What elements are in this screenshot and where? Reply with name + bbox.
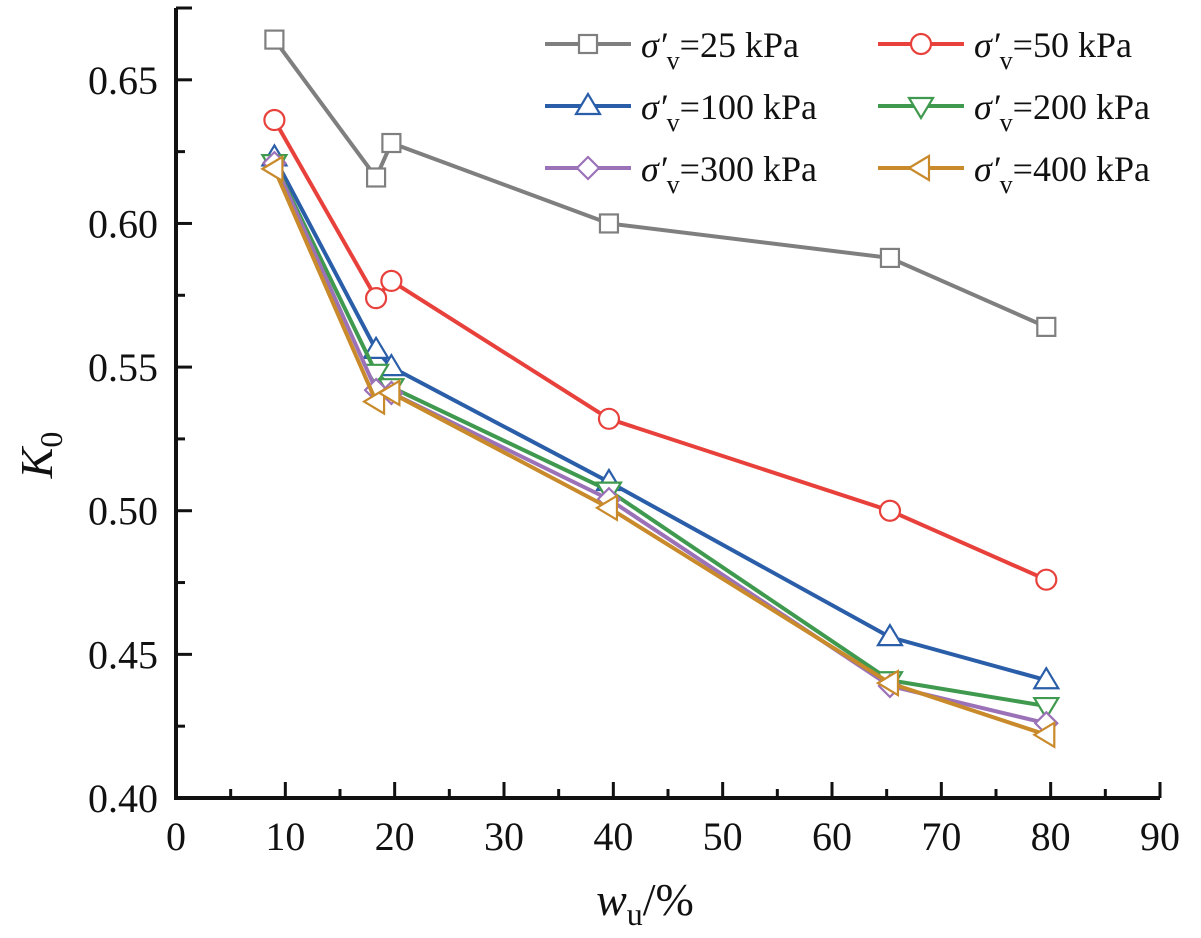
triangle-left-marker <box>875 669 900 698</box>
triangle-left-marker <box>906 154 931 182</box>
triangle-down-marker <box>907 96 935 121</box>
y-axis-title-main: K <box>11 445 62 479</box>
square-marker <box>381 132 402 154</box>
legend-item: σ′v=100 kPa <box>545 87 817 137</box>
legend-item: σ′v=200 kPa <box>878 87 1150 137</box>
legend-label-value: =100 kPa <box>680 87 817 127</box>
legend-item: σ′v=300 kPa <box>545 149 817 199</box>
legend-label: σ′v=200 kPa <box>974 87 1150 137</box>
triangle-up-marker <box>362 335 391 359</box>
legend-label: σ′v=50 kPa <box>974 25 1132 75</box>
y-tick-label: 0.55 <box>88 345 158 390</box>
square-marker <box>879 247 901 269</box>
y-tick-label: 0.45 <box>88 632 158 677</box>
x-tick-label: 70 <box>921 814 961 859</box>
triangle-left-marker <box>377 379 401 407</box>
y-axis-title-sub: 0 <box>33 432 69 448</box>
x-tick-label: 60 <box>812 814 852 859</box>
triangle-left-marker <box>1032 720 1056 749</box>
y-tick-label: 0.40 <box>88 776 158 821</box>
x-tick-label: 50 <box>703 814 743 859</box>
series-line <box>272 119 1048 582</box>
x-axis-title-main: w <box>596 874 627 925</box>
diamond-marker <box>575 155 601 181</box>
x-tick-label: 40 <box>593 814 633 859</box>
circle-marker <box>263 108 286 132</box>
square-marker <box>598 213 620 234</box>
x-axis-title-sub: u <box>627 896 643 932</box>
legend-label-sub: v <box>667 108 680 137</box>
legend-label-sub: v <box>1000 108 1013 137</box>
x-tick-label: 90 <box>1140 814 1180 859</box>
series-line <box>272 162 1047 726</box>
square-marker <box>365 167 387 188</box>
x-tick-label: 80 <box>1031 814 1071 859</box>
legend-label-symbol: σ′ <box>641 25 668 65</box>
series-line <box>272 38 1048 329</box>
triangle-down-marker <box>1032 696 1061 721</box>
x-axis-title-suffix: /% <box>643 874 694 925</box>
x-tick-label: 20 <box>375 814 415 859</box>
series-diamond <box>261 150 1059 736</box>
circle-marker <box>364 287 388 310</box>
legend-label-value: =300 kPa <box>680 149 817 189</box>
legend-label: σ′v=25 kPa <box>641 25 799 75</box>
legend-label-symbol: σ′ <box>974 25 1001 65</box>
legend-label-symbol: σ′ <box>974 87 1001 127</box>
legend-label-value: =25 kPa <box>680 25 799 65</box>
legend-label-symbol: σ′ <box>641 87 668 127</box>
triangle-left-marker <box>361 387 386 416</box>
legend-item: σ′v=50 kPa <box>878 25 1132 75</box>
triangle-up-marker <box>1032 666 1061 690</box>
y-axis-title: K0 <box>11 432 69 480</box>
y-tick-label: 0.65 <box>88 58 158 103</box>
circle-marker <box>878 499 902 522</box>
legend-label: σ′v=400 kPa <box>974 149 1150 199</box>
circle-marker <box>1035 568 1058 591</box>
circle-marker <box>380 269 403 293</box>
series-layer <box>260 29 1061 749</box>
series-line <box>272 162 1047 709</box>
circle-marker <box>597 407 621 430</box>
legend-item: σ′v=25 kPa <box>545 25 799 75</box>
legend-label: σ′v=300 kPa <box>641 149 817 199</box>
series-square <box>264 29 1057 337</box>
y-tick-label: 0.50 <box>88 489 158 534</box>
legend-label-symbol: σ′ <box>641 149 668 189</box>
legend-label-symbol: σ′ <box>974 149 1001 189</box>
series-line <box>272 168 1047 737</box>
axes: 0 10 20 30 40 50 60 70 80 90 0.40 0.45 0.50 0.55 0.60 0… <box>88 6 1180 859</box>
x-tick-label: 0 <box>166 814 186 859</box>
legend-item: σ′v=400 kPa <box>878 149 1150 199</box>
legend-label: σ′v=100 kPa <box>641 87 817 137</box>
legend-label-value: =50 kPa <box>1013 25 1132 65</box>
series-triangle-left <box>260 154 1056 749</box>
x-tick-label: 30 <box>484 814 524 859</box>
series-triangle-up <box>260 143 1061 690</box>
square-marker <box>577 33 599 55</box>
circle-marker <box>909 32 933 56</box>
y-tick-label: 0.60 <box>88 201 158 246</box>
legend-label-sub: v <box>667 46 680 75</box>
triangle-up-marker <box>876 622 904 647</box>
square-marker <box>1036 316 1057 337</box>
triangle-left-marker <box>260 154 284 183</box>
series-line <box>272 156 1047 683</box>
legend-label-value: =200 kPa <box>1013 87 1150 127</box>
square-marker <box>264 29 285 50</box>
x-axis-title: wu/% <box>596 874 694 932</box>
legend-label-sub: v <box>1000 170 1013 199</box>
x-tick-label: 10 <box>265 814 305 859</box>
legend-label-sub: v <box>667 170 680 199</box>
triangle-left-marker <box>594 493 619 522</box>
triangle-up-marker <box>574 91 602 116</box>
series-circle <box>263 108 1058 591</box>
legend-label-value: =400 kPa <box>1013 149 1150 189</box>
legend-label-sub: v <box>1000 46 1013 75</box>
